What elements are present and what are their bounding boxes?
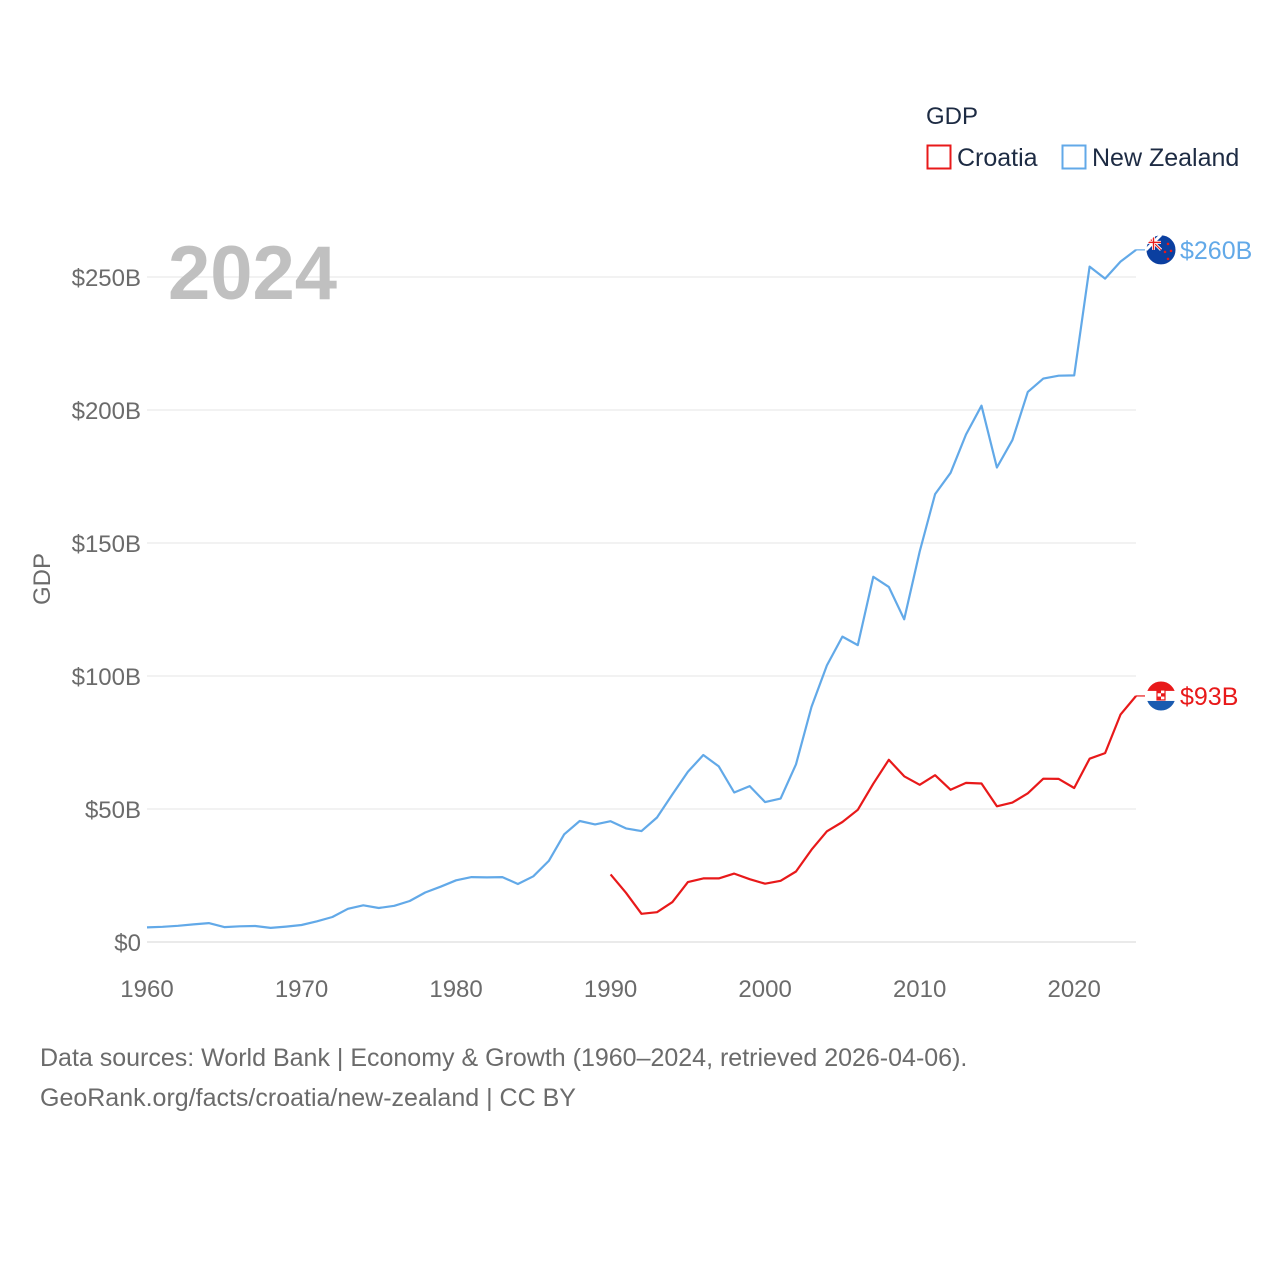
legend-title: GDP: [926, 103, 978, 130]
x-axis-tick-labels: 1960 1970 1980 1990 2000 2010 2020: [120, 976, 1101, 1003]
y-tick-label: $150B: [72, 531, 141, 558]
end-label-croatia: $93B: [1180, 683, 1238, 711]
legend-swatch-croatia: [926, 144, 952, 170]
legend-item-new-zealand[interactable]: New Zealand: [1061, 144, 1240, 172]
end-labels: $93B $260B: [1136, 234, 1252, 712]
source-link[interactable]: GeoRank.org/facts/croatia/new-zealand | …: [40, 1084, 576, 1112]
y-axis-label: GDP: [29, 553, 56, 605]
croatia-flag-icon: [1145, 680, 1177, 712]
legend-item-croatia[interactable]: Croatia: [926, 144, 1038, 172]
x-tick-label: 2000: [738, 976, 791, 1003]
grid-lines: [147, 276, 1136, 943]
y-axis-tick-labels: $0 $50B $100B $150B $200B $250B: [72, 265, 141, 957]
x-tick-label: 1990: [584, 976, 637, 1003]
y-tick-label: $200B: [72, 398, 141, 425]
legend-label-croatia: Croatia: [957, 144, 1038, 172]
x-tick-label: 2020: [1047, 976, 1100, 1003]
data-source-note: Data sources: World Bank | Economy & Gro…: [40, 1044, 968, 1072]
legend-label-new-zealand: New Zealand: [1092, 144, 1239, 172]
x-tick-label: 2010: [893, 976, 946, 1003]
legend-swatch-new-zealand: [1061, 144, 1087, 170]
series-line-new-zealand[interactable]: [146, 249, 1137, 929]
legend: GDP Croatia New Zealand: [926, 103, 1239, 172]
x-tick-label: 1960: [120, 976, 173, 1003]
year-watermark: 2024: [168, 231, 337, 316]
series-line-croatia[interactable]: [609, 695, 1137, 915]
end-label-new-zealand: $260B: [1180, 237, 1252, 265]
y-tick-label: $50B: [85, 797, 141, 824]
x-tick-label: 1980: [429, 976, 482, 1003]
new-zealand-flag-icon: [1145, 234, 1177, 266]
y-tick-label: $250B: [72, 265, 141, 292]
y-tick-label: $100B: [72, 664, 141, 691]
x-tick-label: 1970: [275, 976, 328, 1003]
series-lines: [146, 249, 1137, 929]
y-tick-label: $0: [114, 930, 141, 957]
